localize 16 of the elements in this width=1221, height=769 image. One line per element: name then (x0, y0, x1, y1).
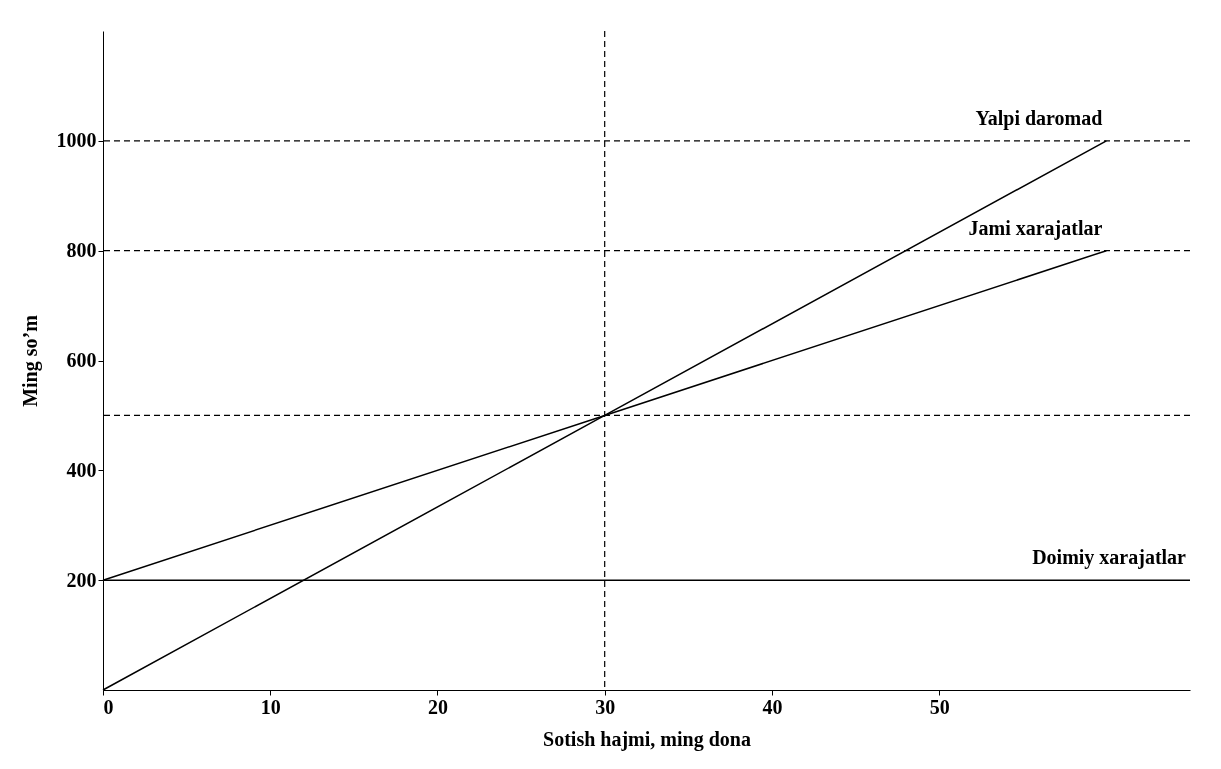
series-label: Jami xarajatlar (968, 216, 1103, 240)
x-tick-label: 40 (762, 695, 783, 718)
x-tick-label: 10 (260, 695, 281, 718)
x-tick-label: 30 (595, 695, 616, 718)
x-tick-label: 0 (103, 695, 114, 718)
x-tick-label: 50 (929, 695, 950, 718)
series-label: Doimiy xarajatlar (1032, 546, 1187, 570)
y-tick-label: 200 (66, 568, 97, 591)
y-tick-label: 600 (66, 349, 97, 371)
y-tick-label: 800 (66, 239, 97, 262)
y-tick-label: 400 (66, 458, 97, 481)
x-tick-label: 20 (427, 695, 448, 718)
x-axis-title: Sotish hajmi, ming dona (543, 727, 751, 751)
series-label: Yalpi daromad (975, 106, 1103, 130)
y-axis-title: Ming so’m (18, 314, 42, 407)
y-tick-label: 1000 (56, 129, 97, 152)
